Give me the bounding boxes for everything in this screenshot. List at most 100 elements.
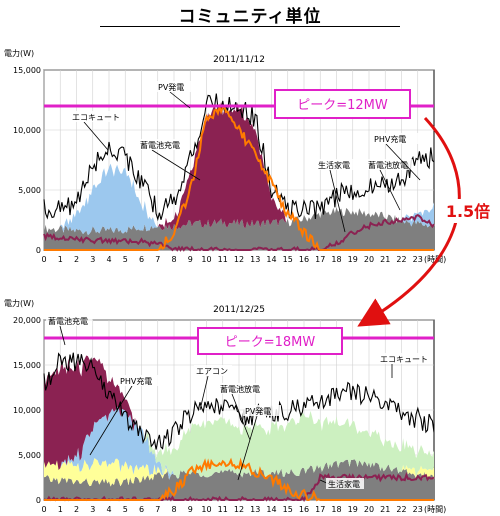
annotation-bg <box>243 405 281 416</box>
x-tick-label: 1 <box>58 505 63 514</box>
annotation-bg <box>194 365 232 376</box>
x-tick-label: 23 <box>413 255 423 264</box>
x-tick-label: 21 <box>380 505 390 514</box>
y-tick-label: 15,000 <box>13 66 41 75</box>
annotation-bg <box>70 111 125 122</box>
x-tick-label: 17 <box>315 505 325 514</box>
x-tick-label: 13 <box>250 255 260 264</box>
annotation-label: エコキュート <box>72 113 120 122</box>
annotation-bg <box>46 315 93 326</box>
annotation-bg <box>138 139 185 150</box>
x-tick-label: 7 <box>155 505 160 514</box>
x-tick-label: 3 <box>90 505 95 514</box>
x-tick-label: 13 <box>250 505 260 514</box>
x-tick-label: 20 <box>364 255 374 264</box>
annotation-leader <box>151 149 201 181</box>
y-axis-label: 電力(W) <box>4 298 34 308</box>
x-tick-label: 12 <box>234 505 244 514</box>
annotation-label: エコキュート <box>380 355 428 364</box>
annotation-bg <box>372 133 419 144</box>
area-series-エコキュート <box>44 406 434 480</box>
x-tick-label: 2 <box>74 505 79 514</box>
annotation-leader <box>169 91 191 109</box>
x-tick-label: 18 <box>331 255 341 264</box>
x-tick-label: 3 <box>90 255 95 264</box>
y-tick-label: 0 <box>36 246 41 255</box>
x-tick-label: 22 <box>396 255 406 264</box>
y-tick-label: 5,000 <box>18 186 41 195</box>
x-tick-label: 8 <box>171 505 176 514</box>
y-tick-label: 15,000 <box>13 361 41 370</box>
x-tick-label: 16 <box>299 255 309 264</box>
x-tick-label: 10 <box>201 255 211 264</box>
area-series-エコキュート <box>44 163 434 236</box>
x-tick-label: 23 <box>413 505 423 514</box>
x-axis-label: (時間) <box>424 255 446 264</box>
annotation-leader <box>237 415 258 481</box>
x-tick-label: 19 <box>348 505 358 514</box>
x-tick-label: 20 <box>364 505 374 514</box>
line-series-蓄電池放電 <box>43 213 435 252</box>
ratio-label-bg <box>440 199 496 223</box>
chart-title: 2011/12/25 <box>213 305 265 315</box>
x-tick-label: 9 <box>188 505 193 514</box>
x-tick-label: 15 <box>283 255 293 264</box>
annotation-label: エアコン <box>196 367 228 376</box>
annotation-bg <box>378 353 433 364</box>
annotation-label: PHV充電 <box>374 134 406 144</box>
peak-label-box <box>274 89 411 119</box>
x-tick-label: 10 <box>201 505 211 514</box>
x-tick-label: 2 <box>74 255 79 264</box>
x-tick-label: 11 <box>218 255 228 264</box>
x-tick-label: 4 <box>106 505 111 514</box>
x-tick-label: 6 <box>139 505 144 514</box>
peak-label-box <box>197 327 343 355</box>
x-tick-label: 22 <box>396 505 406 514</box>
x-axis-label: (時間) <box>424 505 446 514</box>
page-title: コミュニティ単位 <box>178 7 322 27</box>
x-tick-label: 12 <box>234 255 244 264</box>
annotation-leader <box>379 169 401 211</box>
annotation-label: 蓄電池充電 <box>140 140 180 150</box>
line-series-総需要 <box>43 93 435 222</box>
annotation-leader <box>385 143 421 181</box>
annotation-label: 生活家電 <box>328 479 360 489</box>
annotation-bg <box>366 159 413 170</box>
y-tick-label: 20,000 <box>13 316 41 325</box>
area-series-蓄電池充電 <box>44 101 434 233</box>
annotation-label: PHV充電 <box>120 376 152 386</box>
x-tick-label: 19 <box>348 255 358 264</box>
annotation-bg <box>326 478 364 489</box>
x-tick-label: 1 <box>58 255 63 264</box>
x-tick-label: 4 <box>106 255 111 264</box>
line-series-PV発電 <box>44 457 434 502</box>
x-tick-label: 11 <box>218 505 228 514</box>
y-tick-label: 10,000 <box>13 406 41 415</box>
peak-label: ピーク=18MW <box>225 335 316 350</box>
annotation-label: 蓄電池放電 <box>220 384 260 394</box>
x-tick-label: 17 <box>315 255 325 264</box>
title-underline <box>100 26 400 27</box>
peak-label: ピーク=12MW <box>297 98 388 113</box>
annotation-leader <box>83 121 109 151</box>
x-tick-label: 21 <box>380 255 390 264</box>
x-tick-label: 0 <box>41 505 46 514</box>
x-tick-label: 8 <box>171 255 176 264</box>
line-series-PV発電 <box>44 103 434 251</box>
annotation-leader <box>199 375 209 411</box>
area-series-PHV充電 <box>44 458 434 487</box>
annotation-leader <box>59 325 66 346</box>
y-tick-label: 5,000 <box>18 451 41 460</box>
chart-title: 2011/11/12 <box>213 55 265 65</box>
x-tick-label: 15 <box>283 505 293 514</box>
x-tick-label: 14 <box>266 255 276 264</box>
x-tick-label: 9 <box>188 255 193 264</box>
annotation-label: 蓄電池放電 <box>368 160 408 170</box>
annotation-bg <box>218 383 265 394</box>
area-series-エアコン <box>44 406 434 479</box>
area-series-生活家電 <box>44 459 434 500</box>
x-tick-label: 7 <box>155 255 160 264</box>
annotation-bg <box>316 159 354 170</box>
